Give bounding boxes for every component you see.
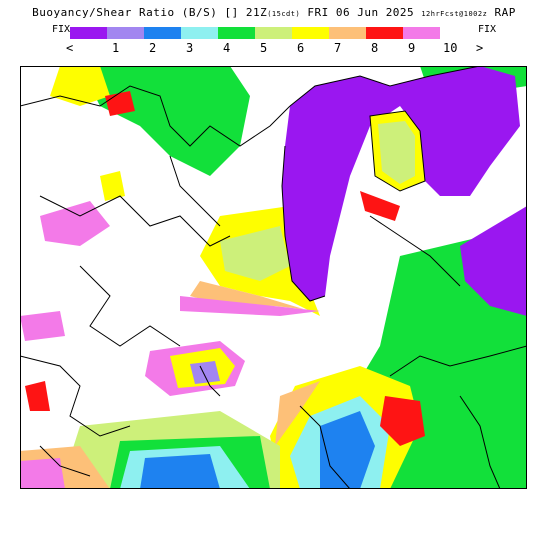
legend-swatch bbox=[292, 27, 329, 39]
map-title: Buoyancy/Shear Ratio (B/S) [] 21Z(15cdt)… bbox=[0, 6, 548, 19]
field-orange-south bbox=[275, 381, 320, 446]
legend-ticks: < 1 2 3 4 5 6 7 8 9 10 > bbox=[66, 41, 486, 57]
border-line bbox=[20, 355, 131, 437]
title-main: Buoyancy/Shear Ratio (B/S) [] 21Z bbox=[32, 6, 268, 19]
field-yellow-west bbox=[100, 171, 125, 201]
field-purple-east bbox=[460, 206, 527, 316]
field-purple-central-cell bbox=[190, 361, 220, 384]
lake-shoreline bbox=[369, 110, 426, 192]
field-red-east bbox=[380, 396, 425, 446]
legend-swatch bbox=[70, 27, 107, 39]
field-lime-central bbox=[220, 226, 290, 281]
map-panel bbox=[20, 66, 527, 489]
border-line bbox=[299, 405, 351, 489]
field-red-west bbox=[25, 381, 50, 411]
legend-swatch bbox=[403, 27, 440, 39]
color-legend-bar bbox=[70, 27, 440, 39]
legend-tick: 8 bbox=[371, 41, 379, 55]
title-forecast-hour: 12hrFcst@1002z bbox=[421, 10, 488, 18]
legend-arrow-left[interactable]: < bbox=[66, 41, 74, 55]
lake-island-lime bbox=[378, 121, 415, 184]
legend-swatch bbox=[366, 27, 403, 39]
border-line bbox=[459, 395, 501, 489]
border-line bbox=[369, 215, 461, 287]
fix-right-label[interactable]: FIX bbox=[478, 24, 497, 35]
legend-swatch bbox=[107, 27, 144, 39]
legend-swatch bbox=[329, 27, 366, 39]
legend-swatch bbox=[218, 27, 255, 39]
legend-tick: 4 bbox=[223, 41, 231, 55]
legend-tick: 1 bbox=[112, 41, 120, 55]
field-yellow-north bbox=[50, 66, 110, 106]
field-blue-south bbox=[320, 411, 375, 489]
lake-purple bbox=[282, 66, 520, 301]
legend-tick: 7 bbox=[334, 41, 342, 55]
legend-tick: 10 bbox=[443, 41, 458, 55]
field-pink-southwest bbox=[20, 458, 65, 489]
legend-swatch bbox=[181, 27, 218, 39]
lake-shoreline bbox=[281, 145, 326, 302]
field-pink-far-west bbox=[20, 311, 65, 341]
legend-tick: 9 bbox=[408, 41, 416, 55]
field-pink-central bbox=[180, 296, 320, 316]
border-line bbox=[169, 155, 221, 227]
border-line bbox=[389, 345, 527, 377]
legend-tick: 2 bbox=[149, 41, 157, 55]
state-boundaries bbox=[20, 66, 527, 489]
map-frame bbox=[20, 66, 527, 489]
map-svg bbox=[20, 66, 527, 489]
border-line bbox=[20, 85, 291, 147]
legend-swatch bbox=[144, 27, 181, 39]
title-date: FRI 06 Jun 2025 bbox=[300, 6, 422, 19]
legend-swatch bbox=[255, 27, 292, 39]
lake-shoreline bbox=[289, 66, 481, 107]
border-line bbox=[199, 365, 221, 397]
title-model: RAP bbox=[487, 6, 516, 19]
legend-tick: 3 bbox=[186, 41, 194, 55]
border-line bbox=[39, 195, 231, 247]
border-line bbox=[79, 265, 181, 347]
legend-tick: 5 bbox=[260, 41, 268, 55]
field-blue-southwest bbox=[140, 454, 220, 489]
legend-arrow-right[interactable]: > bbox=[476, 41, 484, 55]
legend-tick: 6 bbox=[297, 41, 305, 55]
title-local-time: (15cdt) bbox=[267, 10, 301, 18]
fix-left-label[interactable]: FIX bbox=[52, 24, 71, 35]
field-pink-west bbox=[40, 201, 110, 246]
field-red-northeast bbox=[360, 191, 400, 221]
border-line bbox=[39, 445, 91, 477]
